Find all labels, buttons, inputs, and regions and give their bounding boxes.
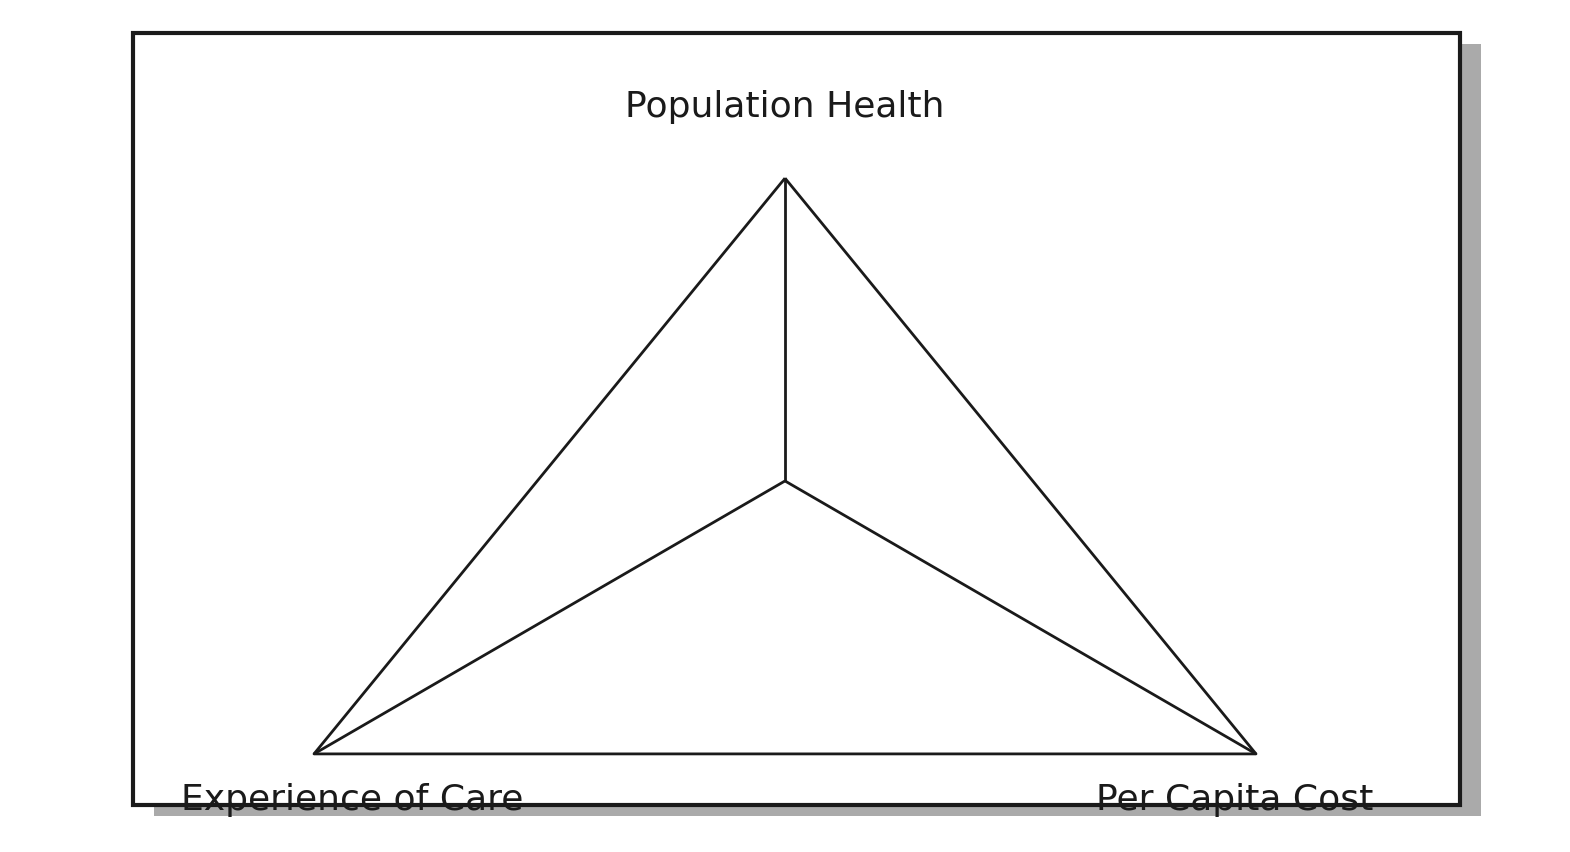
Text: Population Health: Population Health <box>625 89 945 124</box>
Text: Per Capita Cost: Per Capita Cost <box>1096 782 1374 816</box>
Bar <box>133 34 1460 805</box>
Text: Experience of Care: Experience of Care <box>181 782 523 816</box>
Bar <box>154 45 1481 816</box>
